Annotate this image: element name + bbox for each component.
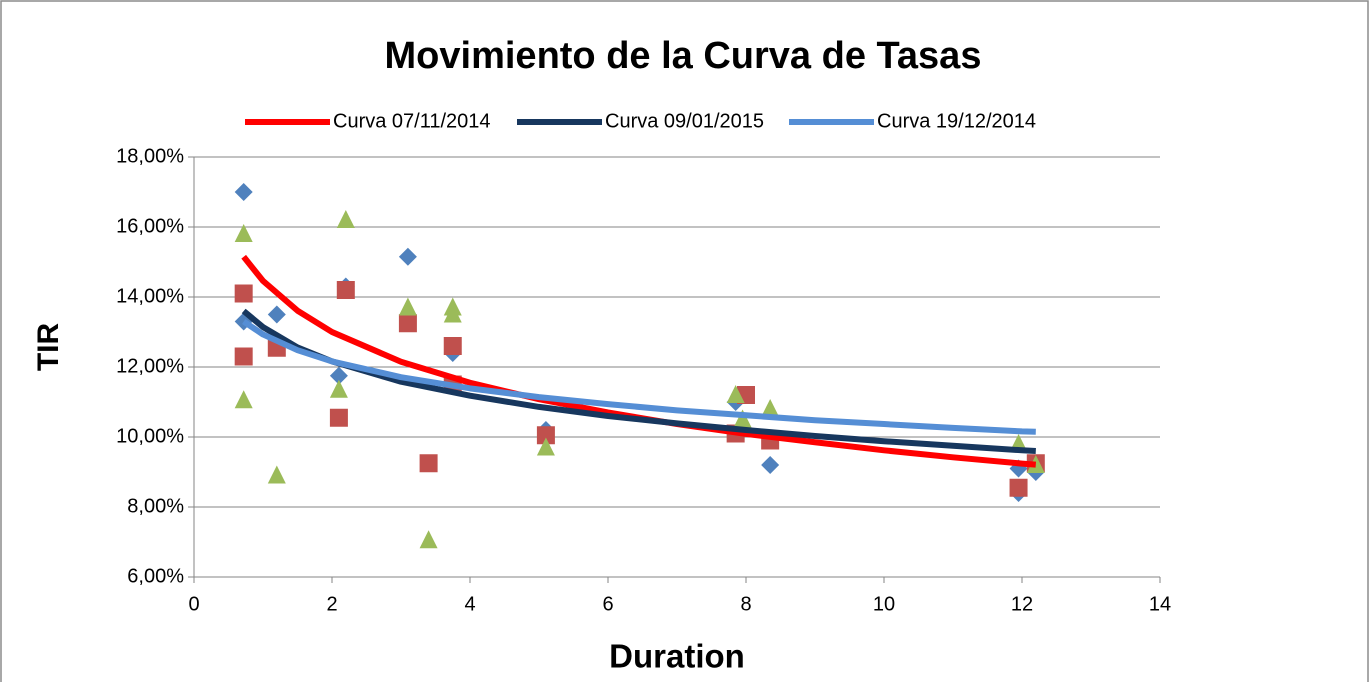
triangle-marker: [398, 297, 417, 316]
x-tick-label: 8: [740, 593, 751, 615]
triangle-marker: [336, 210, 355, 228]
diamond-marker: [234, 183, 253, 201]
triangle-marker: [536, 437, 555, 456]
square-marker: [398, 314, 417, 333]
diamond-marker: [267, 305, 286, 324]
x-tick-label: 2: [326, 593, 337, 615]
legend-label: Curva 07/11/2014: [333, 110, 491, 132]
diamond-marker: [761, 456, 780, 474]
legend-label: Curva 09/01/2015: [605, 110, 764, 132]
square-marker: [234, 347, 253, 366]
x-tick-label: 12: [1011, 593, 1033, 615]
triangle-marker: [329, 379, 348, 398]
square-marker: [419, 454, 438, 473]
square-marker: [336, 281, 355, 299]
triangle-marker: [726, 385, 745, 403]
y-tick-label: 18,00%: [116, 145, 184, 167]
triangle-marker: [761, 399, 780, 417]
y-tick-label: 14,00%: [116, 285, 184, 307]
trend-line: [242, 319, 1036, 435]
y-tick-label: 6,00%: [127, 565, 184, 587]
triangle-marker: [443, 297, 462, 316]
square-marker: [1009, 478, 1028, 497]
triangle-marker: [733, 409, 752, 428]
triangle-marker: [267, 465, 286, 484]
y-axis-title: TIR: [32, 323, 65, 372]
square-marker: [443, 337, 462, 355]
y-tick-label: 8,00%: [127, 495, 184, 517]
square-marker: [329, 408, 348, 427]
chart-title: Movimiento de la Curva de Tasas: [385, 35, 982, 77]
triangle-marker: [234, 224, 253, 242]
square-marker: [536, 426, 555, 445]
trend-line: [241, 254, 1037, 468]
x-axis-title: Duration: [609, 638, 745, 675]
triangle-marker: [419, 530, 438, 549]
y-tick-label: 16,00%: [116, 215, 184, 237]
x-tick-label: 10: [873, 593, 895, 615]
diamond-marker: [398, 247, 417, 266]
legend-label: Curva 19/12/2014: [877, 110, 1036, 132]
x-tick-label: 4: [464, 593, 475, 615]
x-tick-label: 0: [188, 593, 199, 615]
y-tick-label: 10,00%: [116, 425, 184, 447]
y-tick-label: 12,00%: [116, 355, 184, 377]
square-marker: [234, 284, 253, 303]
diamond-marker: [329, 366, 348, 385]
x-tick-label: 14: [1149, 593, 1171, 615]
triangle-marker: [234, 390, 253, 409]
x-tick-label: 6: [602, 593, 613, 615]
